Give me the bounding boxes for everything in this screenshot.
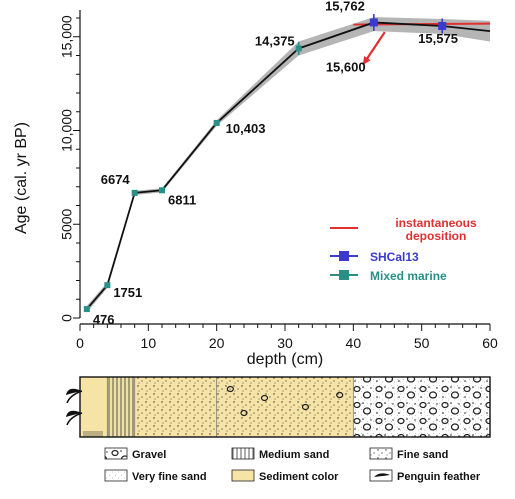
legend-shcal-swatch	[339, 251, 349, 261]
age-depth-line	[86, 21, 491, 310]
legend-shcal-label: SHCal13	[370, 250, 419, 264]
legend-label-veryfine: Very fine sand	[132, 471, 207, 483]
x-tick-label: 50	[414, 335, 430, 351]
stratigraphy-legend: Gravel Medium sand Fine sand Very fine sand…	[104, 447, 481, 483]
penguin-feather-icon	[66, 388, 82, 395]
x-axis-title: depth (cm)	[247, 351, 323, 368]
plot-area: 0 5000 10,000 15,000 0 10 20 30 40 50 60 depth (cm)…	[13, 0, 498, 368]
legend-swatch-veryfine	[104, 469, 128, 482]
x-tick-label: 40	[346, 335, 362, 351]
penguin-feather-icon	[66, 410, 82, 417]
legend-label-feather: Penguin feather	[397, 471, 481, 483]
x-tick-label: 0	[76, 335, 84, 351]
strat-gravel-pattern	[353, 377, 490, 437]
strat-fine-pattern	[216, 377, 354, 437]
y-tick-label: 0	[59, 314, 75, 322]
gravel-clast	[226, 385, 234, 393]
legend-swatch-gravel	[104, 447, 128, 460]
gravel-clast	[240, 409, 248, 417]
x-tick-label: 10	[141, 335, 157, 351]
data-point-mixed-marine	[213, 119, 220, 126]
strat-fine-pattern	[134, 377, 217, 437]
data-label: 6811	[168, 192, 196, 207]
x-tick-label: 30	[277, 335, 293, 351]
data-point-mixed-marine	[295, 45, 302, 52]
data-label: 15,762	[325, 0, 365, 13]
x-tick-label: 20	[209, 335, 225, 351]
strat-medium-pattern	[107, 377, 135, 437]
legend-label-color: Sediment color	[259, 471, 339, 483]
gravel-clast	[260, 394, 269, 402]
data-label: 10,403	[226, 121, 266, 136]
legend-label-gravel: Gravel	[132, 449, 166, 461]
data-label: 1751	[113, 285, 142, 300]
y-tick-label: 10,000	[59, 109, 75, 152]
legend-marine-label: Mixed marine	[370, 269, 447, 283]
x-tick-label: 60	[482, 335, 498, 351]
legend-label-medium: Medium sand	[259, 449, 329, 461]
legend-swatch-fine	[369, 447, 393, 460]
legend-marine-swatch	[339, 270, 349, 280]
data-point-shcal13	[438, 21, 447, 30]
y-axis-title: Age (cal. yr BP)	[13, 122, 30, 234]
feather-icon	[374, 473, 390, 477]
stratigraphic-column	[66, 376, 491, 438]
arrow-head	[362, 55, 371, 65]
data-label: 15,575	[418, 31, 458, 46]
data-point-mixed-marine	[83, 306, 90, 313]
data-point-mixed-marine	[131, 189, 138, 196]
strat-outline	[79, 376, 491, 438]
data-point-mixed-marine	[159, 187, 165, 194]
data-label: 6674	[101, 172, 131, 187]
gravel-clast	[336, 391, 344, 399]
y-tick-label: 15,000	[59, 15, 75, 58]
legend-instantaneous-label: instantaneous	[395, 216, 477, 230]
strat-unit-0	[80, 377, 108, 437]
data-label: 476	[93, 312, 115, 327]
legend-instantaneous-label: deposition	[406, 229, 467, 243]
data-label: 14,375	[255, 33, 295, 48]
legend-swatch-medium	[231, 447, 255, 460]
legend-swatch-color	[231, 469, 255, 482]
gravel-clast	[301, 403, 310, 411]
data-point-shcal13	[369, 18, 378, 27]
data-point-mixed-marine	[104, 282, 111, 289]
data-label: 15,600	[326, 60, 366, 75]
y-tick-label: 5000	[59, 208, 75, 239]
legend-label-fine: Fine sand	[397, 449, 448, 461]
